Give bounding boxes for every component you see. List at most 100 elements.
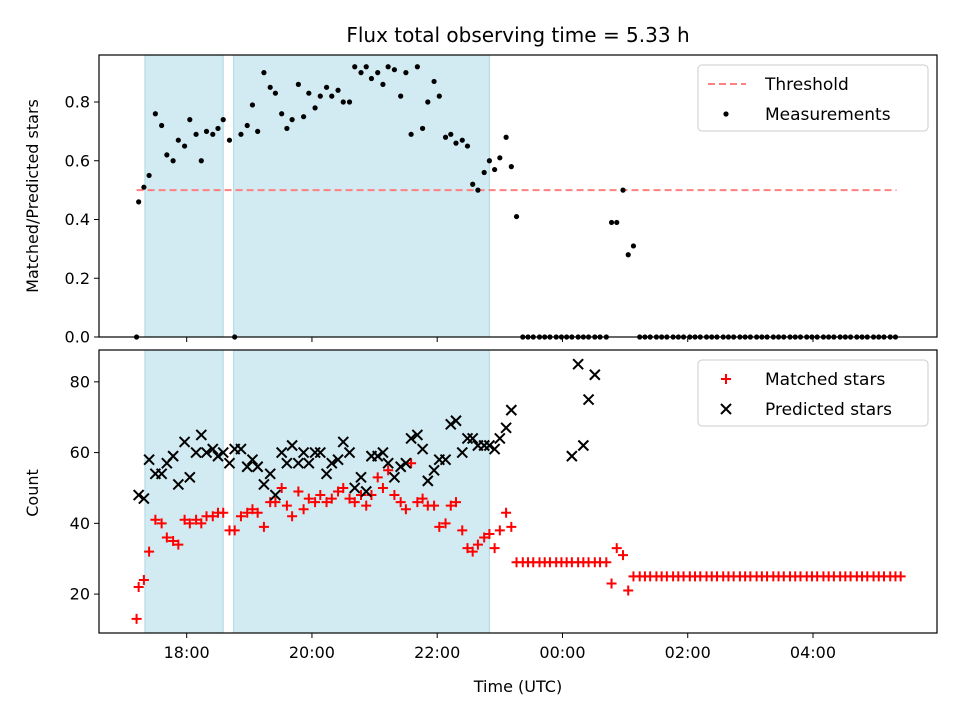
point-1-1-39 (355, 471, 367, 484)
point-0-0-22 (255, 128, 261, 134)
point-1-0-55 (440, 518, 451, 529)
point-1-1-63 (488, 443, 501, 455)
point-1-0-26 (276, 482, 287, 493)
point-0-0-66 (503, 134, 509, 140)
point-0-0-50 (414, 64, 420, 70)
point-1-1-47 (400, 457, 412, 469)
point-0-0-54 (436, 93, 442, 99)
point-1-0-22 (252, 507, 263, 518)
point-1-0-40 (356, 490, 367, 501)
point-0-0-56 (448, 131, 454, 137)
point-1-1-50 (416, 443, 429, 455)
point-1-1-33 (320, 468, 333, 480)
x-axis-label: Time (UTC) (473, 677, 562, 696)
point-1-1-15 (217, 446, 229, 459)
point-0-0-14 (210, 131, 216, 137)
point-1-0-9 (179, 514, 190, 525)
point-1-1-18 (235, 443, 247, 455)
point-1-1-71 (589, 369, 601, 381)
point-1-0-50 (412, 497, 423, 508)
point-1-0-49 (406, 458, 417, 469)
legend-label-1-0: Matched stars (765, 370, 885, 390)
point-0-0-4 (152, 111, 158, 117)
point-1-1-19 (241, 461, 253, 473)
point-0-0-35 (329, 93, 335, 99)
point-1-1-40 (360, 485, 372, 498)
point-1-1-24 (269, 489, 282, 501)
point-1-1-25 (275, 446, 288, 459)
point-1-0-37 (338, 482, 349, 493)
point-1-0-64 (489, 543, 500, 554)
legend-box-1 (697, 359, 929, 427)
point-1-1-31 (309, 446, 321, 459)
point-0-0-42 (368, 75, 375, 82)
x-tick-label-2: 22:00 (414, 643, 460, 662)
point-1-1-58 (461, 432, 474, 445)
legend-marker-1-1 (720, 403, 732, 415)
point-1-1-8 (178, 436, 191, 448)
point-1-0-87 (618, 550, 629, 561)
point-1-1-20 (246, 453, 259, 466)
point-1-1-46 (394, 461, 407, 473)
legend-label-0-0: Threshold (764, 75, 849, 95)
point-1-0-86 (611, 543, 622, 554)
point-1-1-29 (297, 446, 310, 459)
y-axis-label-top: Matched/Predicted stars (23, 99, 42, 293)
point-0-0-39 (352, 64, 358, 70)
y-tick-label-1-1: 40 (70, 514, 90, 533)
point-0-0-33 (317, 93, 323, 99)
point-0-0-37 (340, 99, 346, 105)
point-0-0-36 (335, 87, 341, 93)
shaded-interval-0-0 (144, 54, 224, 338)
shaded-interval-1-0 (144, 349, 224, 634)
point-0-0-89 (630, 243, 637, 249)
point-1-0-30 (298, 504, 309, 515)
point-0-0-49 (408, 131, 414, 137)
point-1-0-41 (361, 500, 372, 511)
point-0-0-48 (403, 70, 409, 76)
point-1-0-47 (395, 497, 406, 508)
point-1-1-35 (332, 453, 344, 466)
point-0-0-9 (181, 143, 188, 149)
point-1-1-7 (172, 478, 185, 491)
point-0-0-62 (481, 169, 487, 176)
point-1-0-35 (326, 493, 337, 504)
point-1-0-32 (310, 497, 321, 508)
point-1-0-23 (258, 521, 269, 532)
point-1-0-31 (303, 493, 314, 504)
point-0-0-86 (614, 219, 620, 226)
point-1-1-38 (349, 482, 361, 494)
legend-label-0-1: Measurements (765, 105, 891, 125)
point-0-0-26 (279, 111, 285, 117)
x-tick-label-4: 02:00 (665, 643, 711, 662)
point-1-1-27 (286, 439, 298, 452)
point-1-0-63 (484, 528, 495, 539)
point-1-1-37 (343, 446, 356, 459)
y-tick-label-1-2: 60 (70, 443, 90, 462)
point-0-0-11 (193, 131, 199, 137)
point-0-0-60 (470, 181, 476, 187)
point-0-0-19 (238, 131, 244, 137)
point-1-0-56 (445, 500, 456, 511)
point-1-1-1 (138, 492, 150, 505)
point-1-1-21 (251, 461, 264, 473)
point-1-1-14 (212, 450, 224, 462)
point-1-0-42 (366, 490, 377, 501)
point-1-1-51 (422, 475, 434, 487)
point-1-1-10 (190, 446, 202, 459)
point-1-0-61 (472, 539, 483, 550)
point-0-0-25 (272, 90, 279, 96)
point-1-1-62 (483, 439, 496, 452)
point-1-1-2 (143, 453, 155, 466)
point-1-1-9 (184, 471, 196, 484)
point-1-1-69 (577, 439, 590, 452)
legend-box-0 (697, 64, 929, 132)
point-0-0-61 (475, 187, 481, 193)
point-0-0-24 (267, 84, 273, 90)
point-0-0-88 (625, 252, 631, 258)
point-1-0-5 (156, 518, 167, 529)
y-tick-label-0-0: 0.0 (65, 328, 90, 347)
point-1-1-67 (566, 450, 578, 462)
point-1-0-38 (344, 493, 355, 504)
